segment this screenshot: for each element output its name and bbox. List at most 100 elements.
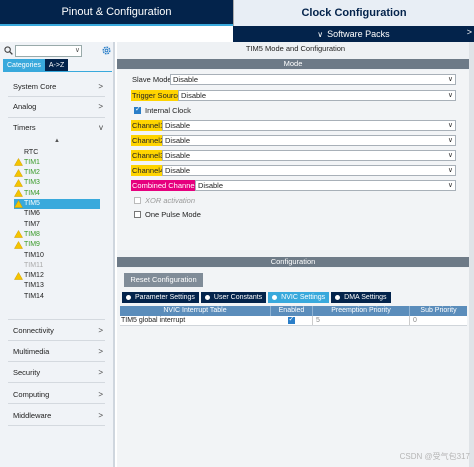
vertical-scrollbar[interactable] <box>469 42 474 467</box>
combined-channels-label: Combined Channels <box>131 180 201 191</box>
status-dot-icon <box>272 295 278 300</box>
sidebar-item-label: Analog <box>13 101 37 111</box>
trigger-source-select[interactable]: Disable ∨ <box>178 90 456 101</box>
tab-user-constants[interactable]: User Constants <box>200 292 267 303</box>
channel4-value: Disable <box>165 166 191 175</box>
timer-item-tim14[interactable]: TIM14 <box>14 291 100 301</box>
warning-icon <box>14 199 23 208</box>
table-row[interactable]: TIM5 global interrupt 5 0 <box>120 315 467 326</box>
timer-item-tim9[interactable]: TIM9 <box>14 240 100 250</box>
slave-mode-select[interactable]: Disable ∨ <box>170 74 456 85</box>
warning-icon <box>14 158 23 167</box>
xor-activation-label: XOR activation <box>145 196 196 205</box>
sidebar-item-system-core[interactable]: System Core > <box>13 80 103 92</box>
timer-label: TIM11 <box>24 261 44 269</box>
trigger-source-row: Trigger Source <box>131 90 183 101</box>
channel2-row: Channel2 <box>131 135 166 146</box>
search-input[interactable]: ∨ <box>15 45 82 57</box>
column-header: Sub Priority <box>409 306 467 316</box>
left-category-panel: ∨ Categories A->Z System Core > Analog >… <box>0 42 115 467</box>
software-packs-label: Software Packs <box>327 29 390 39</box>
channel3-select[interactable]: Disable ∨ <box>162 150 456 161</box>
channel4-select[interactable]: Disable ∨ <box>162 165 456 176</box>
sidebar-item-security[interactable]: Security > <box>13 366 103 378</box>
warning-icon <box>14 240 23 249</box>
chevron-down-icon: ∨ <box>447 167 453 174</box>
tab-parameter-settings[interactable]: Parameter Settings <box>122 292 199 303</box>
sidebar-item-middleware[interactable]: Middleware > <box>13 409 103 421</box>
table-header-row: NVIC Interrupt Table Enabled Preemption … <box>120 306 467 316</box>
chevron-down-icon: ∨ <box>447 122 453 129</box>
configuration-section-header: Configuration <box>117 257 469 267</box>
timer-item-tim1[interactable]: TIM1 <box>14 157 100 167</box>
sub-priority-cell[interactable]: 0 <box>409 316 467 325</box>
sidebar-item-timers[interactable]: Timers v <box>13 121 103 133</box>
divider <box>8 96 105 97</box>
tab-a-to-z[interactable]: A->Z <box>44 59 69 71</box>
tab-label: Parameter Settings <box>135 294 195 301</box>
timer-label: TIM7 <box>24 220 40 228</box>
chevron-down-icon: ∨ <box>447 92 453 99</box>
status-dot-icon <box>126 295 131 300</box>
timer-item-tim5[interactable]: TIM5 <box>14 198 100 209</box>
software-packs-menu[interactable]: ∨ Software Packs > <box>233 26 474 42</box>
enabled-checkbox[interactable] <box>287 315 295 325</box>
channel3-row: Channel3 <box>131 150 166 161</box>
timer-item-tim2[interactable]: TIM2 <box>14 168 100 178</box>
tab-categories[interactable]: Categories <box>3 59 45 71</box>
tab-pinout-configuration[interactable]: Pinout & Configuration <box>0 0 233 26</box>
warning-icon <box>14 178 23 187</box>
sidebar-item-multimedia[interactable]: Multimedia > <box>13 345 103 357</box>
one-pulse-mode-checkbox[interactable] <box>134 211 141 218</box>
channel2-select[interactable]: Disable ∨ <box>162 135 456 146</box>
scroll-up-arrow-icon[interactable]: ▲ <box>54 138 60 144</box>
timer-label: TIM6 <box>24 210 40 218</box>
search-icon[interactable] <box>4 46 13 55</box>
timer-item-tim4[interactable]: TIM4 <box>14 188 100 198</box>
divider <box>8 319 105 320</box>
column-header: Preemption Priority <box>312 306 409 316</box>
timer-item-tim7[interactable]: TIM7 <box>14 219 100 229</box>
timer-item-tim10[interactable]: TIM10 <box>14 250 100 260</box>
internal-clock-checkbox[interactable] <box>134 105 141 114</box>
sidebar-item-computing[interactable]: Computing > <box>13 388 103 400</box>
chevron-down-icon: ∨ <box>447 137 453 144</box>
nvic-interrupt-table: NVIC Interrupt Table Enabled Preemption … <box>120 306 467 326</box>
one-pulse-mode-row[interactable]: One Pulse Mode <box>134 209 201 220</box>
timer-item-tim3[interactable]: TIM3 <box>14 178 100 188</box>
one-pulse-mode-label: One Pulse Mode <box>145 210 201 219</box>
trigger-source-value: Disable <box>181 91 207 100</box>
combined-channels-row: Combined Channels <box>131 180 201 191</box>
timer-label: TIM10 <box>24 251 44 259</box>
tab-nvic-settings[interactable]: NVIC Settings <box>268 292 330 303</box>
warning-icon <box>14 168 23 177</box>
sidebar-item-analog[interactable]: Analog > <box>13 100 103 112</box>
sidebar-item-connectivity[interactable]: Connectivity > <box>13 324 103 336</box>
timer-item-tim13[interactable]: TIM13 <box>14 281 100 291</box>
sidebar-item-label: Multimedia <box>13 346 50 356</box>
gear-icon[interactable] <box>101 45 112 56</box>
channel1-select[interactable]: Disable ∨ <box>162 120 456 131</box>
tab-label: NVIC Settings <box>281 294 326 301</box>
timer-label: TIM3 <box>24 179 40 187</box>
column-header: Enabled <box>270 306 312 316</box>
timer-item-tim12[interactable]: TIM12 <box>14 271 100 281</box>
preemption-priority-cell[interactable]: 5 <box>312 316 409 325</box>
timer-item-rtc[interactable]: RTC <box>14 147 100 157</box>
divider <box>8 382 105 383</box>
tab-dma-settings[interactable]: DMA Settings <box>331 292 391 303</box>
reset-configuration-button[interactable]: Reset Configuration <box>124 273 203 287</box>
timer-item-tim6[interactable]: TIM6 <box>14 209 100 219</box>
timer-item-tim8[interactable]: TIM8 <box>14 229 100 239</box>
watermark: CSDN @受气包317 <box>399 452 470 461</box>
warning-icon <box>14 189 23 197</box>
combined-channels-select[interactable]: Disable ∨ <box>195 180 456 191</box>
xor-activation-row: XOR activation <box>134 195 195 206</box>
timer-item-tim11[interactable]: TIM11 <box>14 260 100 270</box>
divider <box>8 361 105 362</box>
channel1-value: Disable <box>165 121 191 130</box>
internal-clock-row[interactable]: Internal Clock <box>134 105 191 116</box>
tab-clock-configuration[interactable]: Clock Configuration <box>233 0 474 26</box>
timer-label: TIM13 <box>24 282 44 290</box>
chevron-down-icon[interactable]: ∨ <box>74 47 80 54</box>
